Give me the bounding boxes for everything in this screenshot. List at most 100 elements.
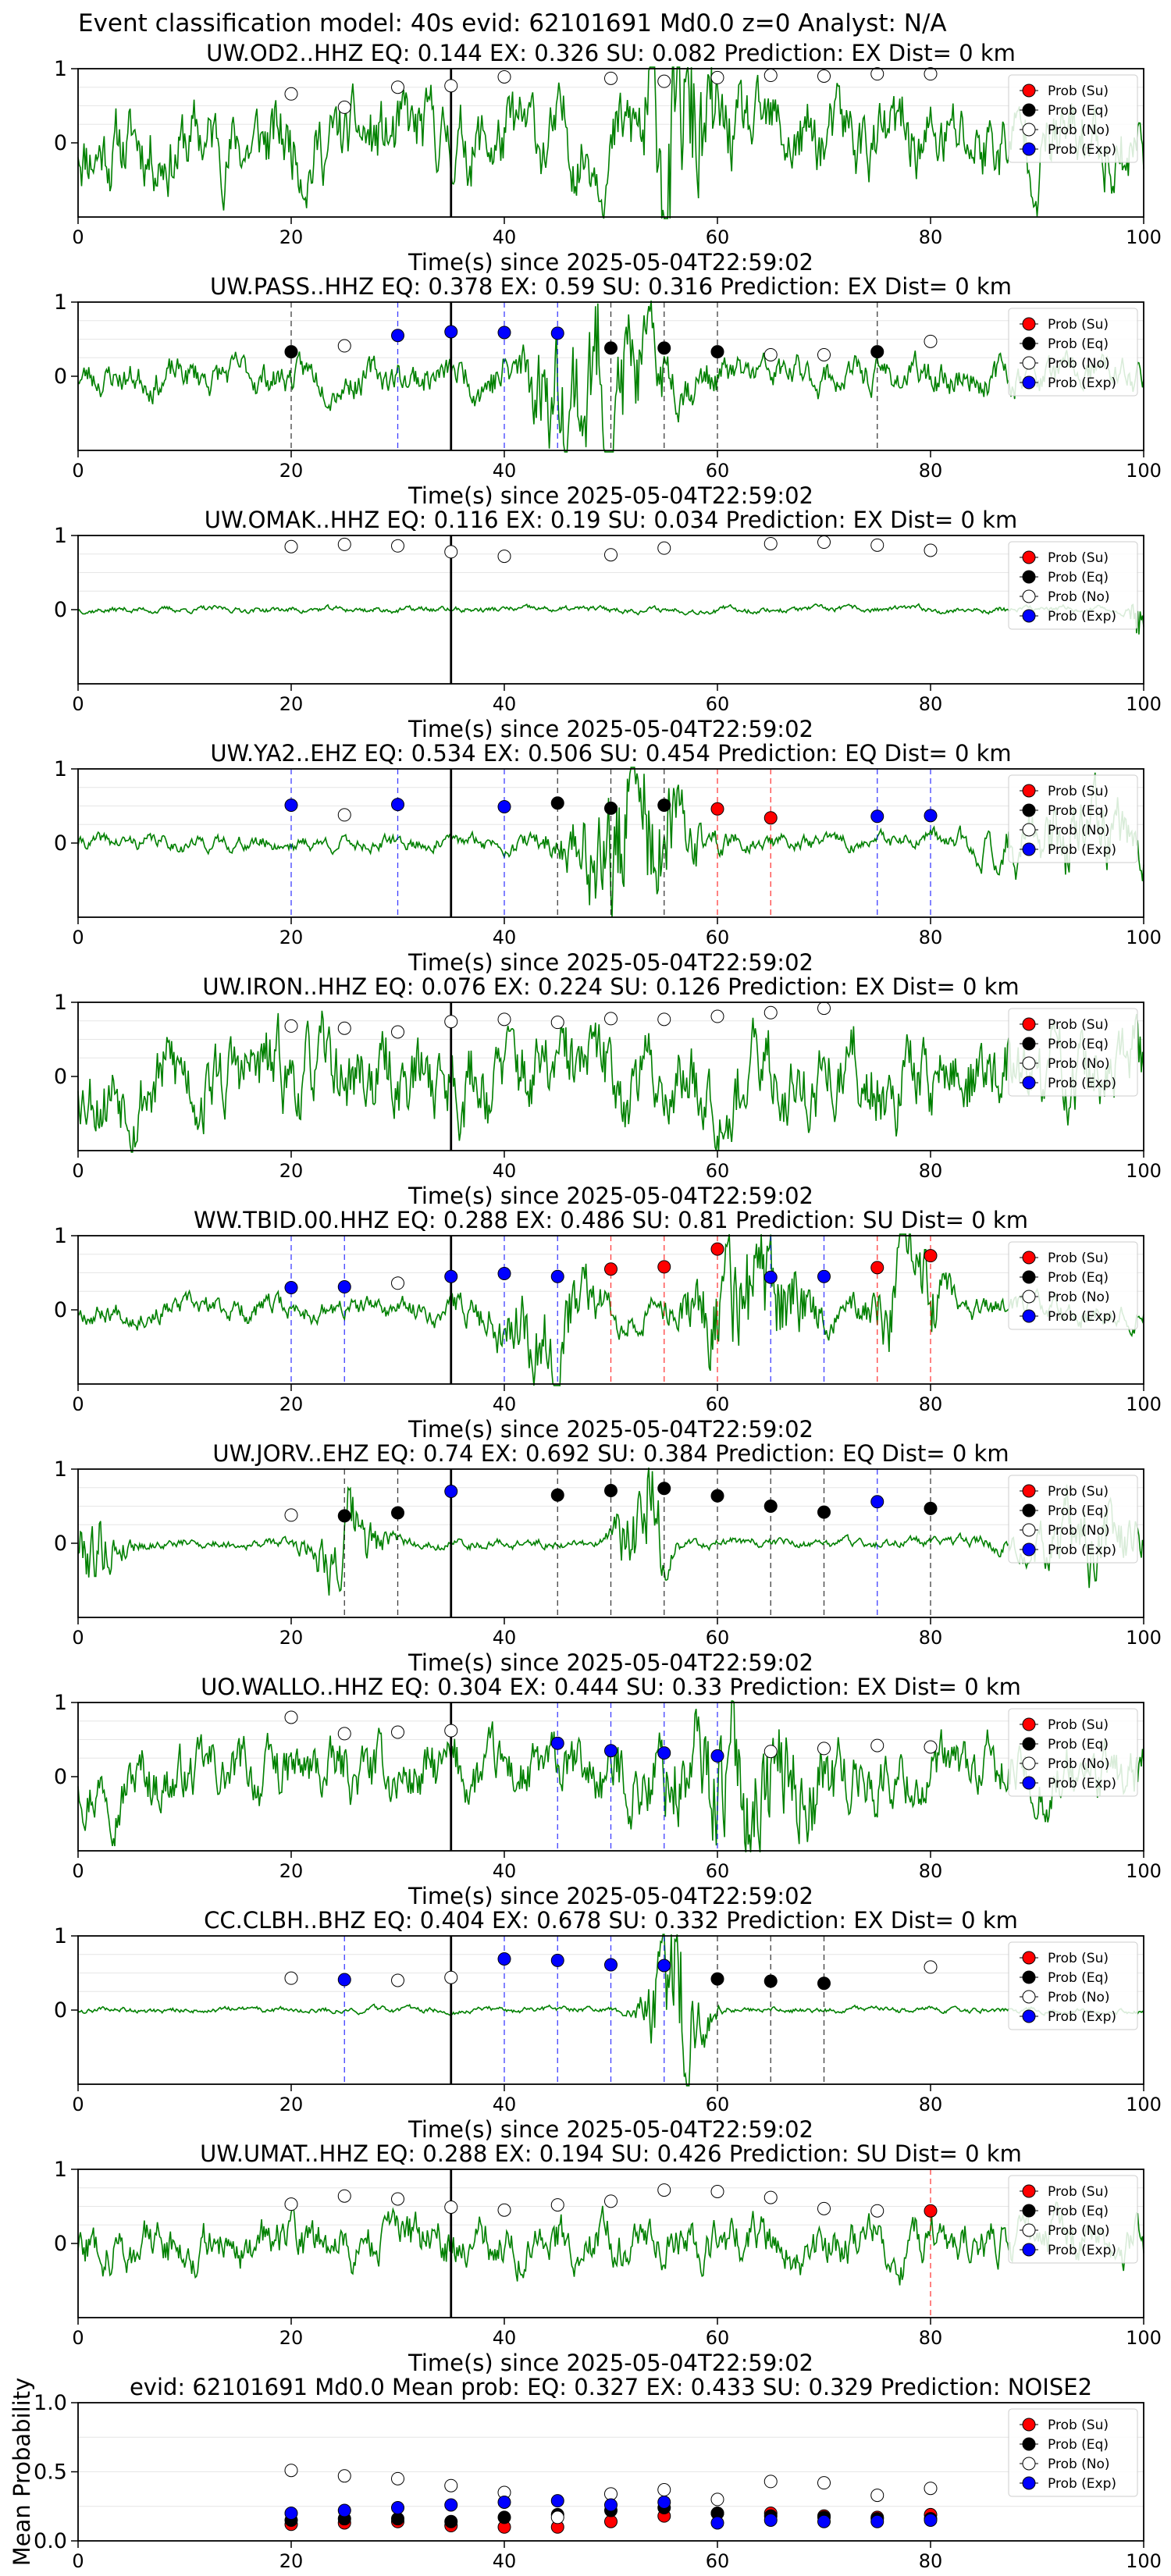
y-tick-label: 0 (54, 1298, 67, 1322)
x-tick-label: 80 (919, 2327, 943, 2349)
x-tick-label: 60 (706, 1860, 730, 1882)
x-tick-label: 0 (72, 2327, 84, 2349)
x-axis-label: Time(s) since 2025-05-04T22:59:02 (408, 2350, 813, 2376)
x-tick-label: 0 (72, 1393, 84, 1415)
x-tick-label: 100 (1126, 1393, 1162, 1415)
mean-prob-point-no (337, 2469, 351, 2483)
legend-frame (1008, 2175, 1138, 2264)
station-panel-3: UW.YA2..EHZ EQ: 0.534 EX: 0.506 SU: 0.45… (54, 740, 1162, 976)
legend-label-eq: Prob (Eq) (1048, 336, 1109, 352)
mean-prob-point-eq (444, 2514, 458, 2528)
legend-label-su: Prob (Su) (1048, 84, 1109, 99)
mean-prob-point-no (817, 2476, 831, 2490)
mean-prob-point-eq (391, 2512, 404, 2526)
prob-point-eq (604, 341, 618, 355)
waveform-trace (77, 66, 1144, 219)
prob-point-exp (284, 1281, 298, 1294)
station-panel-4: UW.IRON..HHZ EQ: 0.076 EX: 0.224 SU: 0.1… (54, 973, 1162, 1209)
legend-marker-eq (1022, 1503, 1036, 1517)
prob-point-exp (444, 325, 458, 339)
prob-point-exp (550, 1269, 564, 1283)
prob-point-eq (763, 1974, 778, 1988)
y-axis-label: Mean Probability (9, 2378, 35, 2567)
x-axis-label: Time(s) since 2025-05-04T22:59:02 (408, 482, 813, 509)
x-tick-label: 20 (279, 693, 304, 715)
legend-label-su: Prob (Su) (1048, 1717, 1109, 1733)
x-tick-label: 80 (919, 1393, 943, 1415)
prob-point-exp (497, 799, 511, 813)
y-tick-label: 1 (54, 2158, 67, 2182)
x-tick-label: 60 (706, 2550, 730, 2572)
mean-prob-point-exp (497, 2495, 511, 2509)
mean-prob-point-no (870, 2489, 884, 2503)
legend-label-su: Prob (Su) (1048, 550, 1109, 566)
prob-point-no (444, 1724, 458, 1738)
legend-label-no: Prob (No) (1048, 1056, 1110, 1072)
legend-label-no: Prob (No) (1048, 123, 1110, 138)
legend-label-eq: Prob (Eq) (1048, 1270, 1109, 1286)
prob-point-no (444, 1015, 458, 1029)
prob-point-no (497, 550, 511, 564)
prob-point-no (817, 1742, 831, 1756)
prob-point-no (924, 67, 938, 81)
prob-point-exp (337, 1973, 351, 1987)
mean-prob-point-exp (763, 2513, 778, 2527)
prob-point-no (710, 70, 724, 84)
prob-point-no (497, 2203, 511, 2217)
legend: Prob (Su) Prob (Eq) Prob (No) Prob (Exp) (1008, 774, 1138, 863)
y-tick-label: 0.0 (34, 2529, 67, 2553)
prob-point-exp (550, 1953, 564, 1967)
prob-point-su (924, 2204, 938, 2218)
legend-marker-eq (1022, 336, 1036, 350)
legend-label-su: Prob (Su) (1048, 1951, 1109, 1966)
x-tick-label: 80 (919, 2550, 943, 2572)
x-axis-label: Time(s) since 2025-05-04T22:59:02 (408, 249, 813, 276)
prob-point-no (391, 539, 404, 553)
prob-point-no (924, 1960, 938, 1974)
legend-label-no: Prob (No) (1048, 356, 1110, 372)
x-tick-label: 100 (1126, 2550, 1162, 2572)
legend-marker-eq (1022, 570, 1036, 584)
legend-label-su: Prob (Su) (1048, 2418, 1109, 2433)
legend-marker-exp (1022, 609, 1036, 623)
prob-point-eq (870, 345, 884, 359)
legend-marker-no (1022, 1056, 1036, 1070)
panel-title: UW.YA2..EHZ EQ: 0.534 EX: 0.506 SU: 0.45… (210, 740, 1011, 767)
x-axis-label: Time(s) since 2025-05-04T22:59:02 (408, 1649, 813, 1676)
prob-point-no (710, 2185, 724, 2198)
legend-marker-no (1022, 2457, 1036, 2471)
x-tick-label: 60 (706, 2094, 730, 2115)
x-tick-label: 40 (493, 927, 517, 948)
legend-frame (1008, 1708, 1138, 1797)
y-tick-label: 1 (54, 1691, 67, 1715)
legend: Prob (Su) Prob (Eq) Prob (No) Prob (Exp) (1008, 1475, 1138, 1564)
mean-prob-point-exp (710, 2516, 724, 2530)
y-tick-label: 1.0 (34, 2391, 67, 2415)
x-axis-label: Time(s) since 2025-05-04T22:59:02 (408, 1883, 813, 1909)
prob-point-su (604, 1262, 618, 1276)
y-tick-label: 0.5 (34, 2460, 67, 2485)
prob-point-no (337, 537, 351, 551)
station-panel-2: UW.OMAK..HHZ EQ: 0.116 EX: 0.19 SU: 0.03… (54, 507, 1162, 742)
prob-point-no (284, 539, 298, 553)
legend-label-su: Prob (Su) (1048, 1017, 1109, 1033)
x-tick-label: 100 (1126, 226, 1162, 248)
prob-point-exp (657, 1959, 671, 1973)
mean-prob-point-no (604, 2487, 618, 2501)
panel-title: UW.JORV..EHZ EQ: 0.74 EX: 0.692 SU: 0.38… (212, 1440, 1009, 1467)
panel-title: UW.IRON..HHZ EQ: 0.076 EX: 0.224 SU: 0.1… (202, 973, 1019, 1000)
legend: Prob (Su) Prob (Eq) Prob (No) Prob (Exp) (1008, 308, 1138, 397)
prob-point-eq (550, 1488, 564, 1502)
prob-point-no (550, 1016, 564, 1030)
x-tick-label: 40 (493, 1393, 517, 1415)
mean-prob-point-exp (284, 2507, 298, 2521)
x-tick-label: 20 (279, 460, 304, 482)
legend-label-exp: Prob (Exp) (1048, 1542, 1116, 1558)
legend-marker-su (1022, 2184, 1036, 2198)
prob-point-eq (657, 799, 671, 813)
legend-frame (1008, 1941, 1138, 2030)
panel-title: UW.UMAT..HHZ EQ: 0.288 EX: 0.194 SU: 0.4… (200, 2140, 1022, 2167)
prob-point-no (284, 87, 298, 101)
panel-title: UW.PASS..HHZ EQ: 0.378 EX: 0.59 SU: 0.31… (210, 273, 1012, 300)
